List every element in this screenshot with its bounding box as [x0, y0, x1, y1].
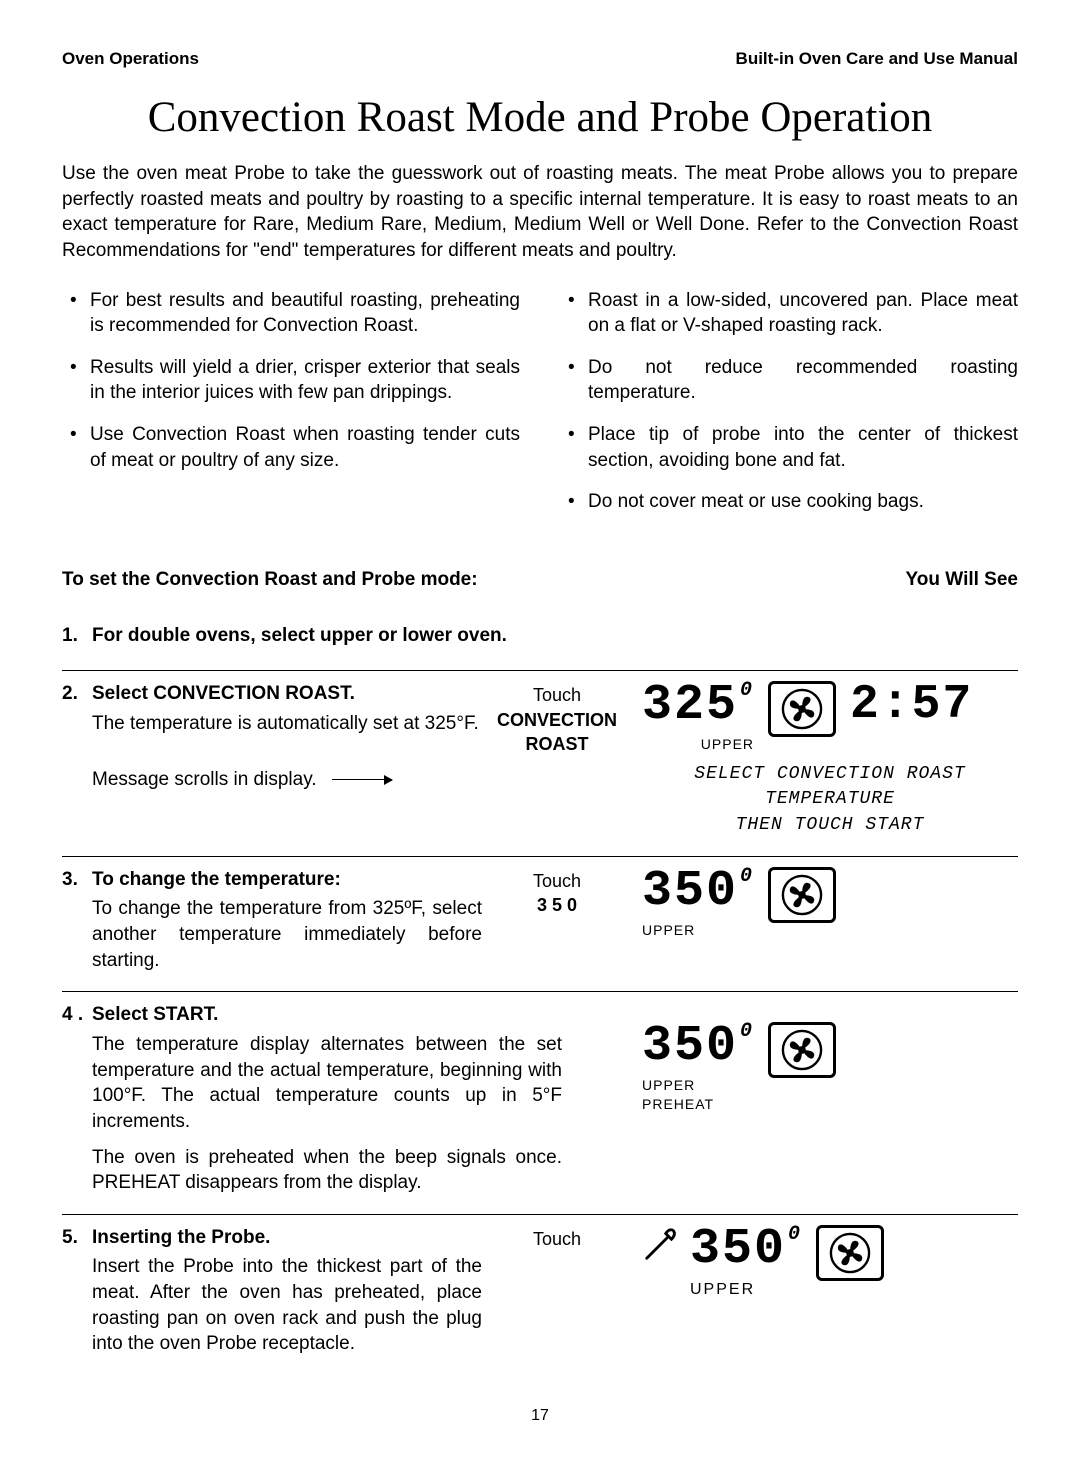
step-desc: Insert the Probe into the thickest part …	[92, 1254, 482, 1357]
temp-display: 3250	[642, 681, 754, 731]
page-number: 17	[62, 1405, 1018, 1427]
upper-label: UPPER	[690, 1279, 755, 1301]
fan-icon	[768, 1022, 836, 1078]
step-4: 4 . Select START. The temperature displa…	[62, 992, 1018, 1213]
fan-icon	[816, 1225, 884, 1281]
step-desc: The temperature is automatically set at …	[92, 711, 479, 737]
tip-item: Place tip of probe into the center of th…	[560, 422, 1018, 473]
arrow-icon	[332, 779, 392, 780]
temp-display: 3500	[642, 1022, 754, 1072]
tips-columns: For best results and beautiful roasting,…	[62, 288, 1018, 531]
step-number: 4 .	[62, 1002, 92, 1195]
step-number: 5.	[62, 1225, 92, 1357]
page-title: Convection Roast Mode and Probe Operatio…	[62, 89, 1018, 147]
step-5: 5. Inserting the Probe. Insert the Probe…	[62, 1215, 1018, 1375]
touch-action: Touch 3 5 0	[482, 867, 632, 918]
header-left: Oven Operations	[62, 48, 199, 71]
tips-left: For best results and beautiful roasting,…	[62, 288, 520, 474]
display-panel: 3500 UPPER	[632, 1225, 1018, 1301]
procedure-header: To set the Convection Roast and Probe mo…	[62, 567, 1018, 593]
upper-label: UPPER	[642, 1076, 695, 1095]
step-title: Inserting the Probe.	[92, 1225, 482, 1251]
tip-item: Do not reduce recommended roasting tempe…	[560, 355, 1018, 406]
fan-icon	[768, 681, 836, 737]
temp-display: 3500	[642, 867, 754, 917]
step-desc: The oven is preheated when the beep sign…	[92, 1145, 562, 1196]
step-title: Select START.	[92, 1002, 562, 1028]
tip-item: Do not cover meat or use cooking bags.	[560, 489, 1018, 515]
scroll-message: SELECT CONVECTION ROAST TEMPERATURE THEN…	[642, 762, 1018, 838]
procedure-header-left: To set the Convection Roast and Probe mo…	[62, 567, 478, 593]
temp-display: 3500	[690, 1225, 802, 1275]
preheat-label: PREHEAT	[642, 1095, 714, 1114]
upper-label: UPPER	[701, 735, 754, 754]
display-panel: 3250 UPPER 2:57 SELECT CONVECTION ROAST …	[632, 681, 1018, 837]
tip-item: Results will yield a drier, crisper exte…	[62, 355, 520, 406]
step-2: 2. Select CONVECTION ROAST. The temperat…	[62, 671, 1018, 855]
upper-label: UPPER	[642, 921, 695, 940]
step-title: To change the temperature:	[92, 867, 482, 893]
step-title: For double ovens, select upper or lower …	[92, 623, 507, 649]
intro-paragraph: Use the oven meat Probe to take the gues…	[62, 161, 1018, 264]
step-3: 3. To change the temperature: To change …	[62, 857, 1018, 992]
procedure-header-right: You Will See	[906, 567, 1018, 593]
fan-icon	[768, 867, 836, 923]
step-number: 1.	[62, 623, 92, 653]
step-desc: To change the temperature from 325ºF, se…	[92, 896, 482, 973]
tip-item: Roast in a low-sided, uncovered pan. Pla…	[560, 288, 1018, 339]
display-panel: 3500 UPPER	[632, 867, 1018, 940]
display-panel: 3500 UPPER PREHEAT	[632, 1002, 1018, 1114]
step-1: 1. For double ovens, select upper or low…	[62, 613, 1018, 671]
tip-item: For best results and beautiful roasting,…	[62, 288, 520, 339]
tip-item: Use Convection Roast when roasting tende…	[62, 422, 520, 473]
time-display: 2:57	[850, 681, 973, 729]
step-title: Select CONVECTION ROAST.	[92, 681, 479, 707]
step-number: 3.	[62, 867, 92, 974]
probe-icon	[642, 1225, 680, 1263]
tips-right: Roast in a low-sided, uncovered pan. Pla…	[560, 288, 1018, 515]
touch-action: Touch CONVECTION ROAST	[482, 681, 632, 756]
touch-action: Touch	[482, 1225, 632, 1251]
page-header: Oven Operations Built-in Oven Care and U…	[62, 48, 1018, 71]
header-right: Built-in Oven Care and Use Manual	[736, 48, 1018, 71]
step-number: 2.	[62, 681, 92, 792]
step-desc: The temperature display alternates betwe…	[92, 1032, 562, 1135]
scroll-indicator: Message scrolls in display.	[92, 767, 479, 793]
